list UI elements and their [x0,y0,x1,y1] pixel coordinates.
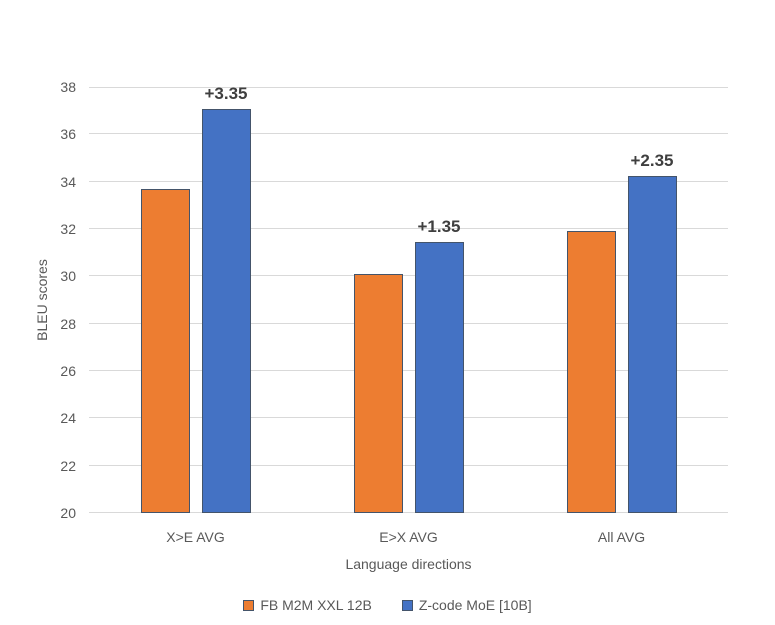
x-category-label-e-x-avg: E>X AVG [379,529,438,545]
legend-label-fb-m2m-xxl-12b: FB M2M XXL 12B [260,597,372,613]
gridline-22 [89,464,728,466]
x-category-label-all-avg: All AVG [597,529,646,545]
gridline-38 [89,87,728,88]
bar-fb-m2m-xxl-12b-e-x-avg [353,273,403,513]
legend-swatch-z-code-moe-10b [401,599,413,611]
bar-z-code-moe-10b-e-x-avg [414,242,464,513]
y-tick-label-26: 26 [60,363,76,379]
y-tick-label-38: 38 [60,79,76,95]
x-axis-title: Language directions [345,556,472,572]
bar-fb-m2m-xxl-12b-x-e-avg [140,188,190,513]
y-tick-label-24: 24 [60,410,76,427]
gridline-30 [89,275,728,277]
gridline-28 [89,322,728,324]
y-tick-label-22: 22 [60,457,76,474]
y-tick-label-32: 32 [60,221,76,237]
gridline-24 [89,417,728,419]
y-tick-label-36: 36 [60,126,76,143]
plot-area: +3.35 +1.35 +2.35 [89,84,728,513]
y-tick-label-30: 30 [60,268,76,285]
gridline-32 [89,228,728,229]
delta-annotation-x-e-avg: +3.35 [204,84,248,104]
legend: FB M2M XXL 12B Z-code MoE [10B] [0,597,775,613]
delta-annotation-all-avg: +2.35 [630,150,674,170]
bar-fb-m2m-xxl-12b-all-avg [566,231,616,513]
bar-z-code-moe-10b-x-e-avg [201,109,251,513]
gridline-36 [89,133,728,135]
legend-item-fb-m2m-xxl-12b: FB M2M XXL 12B [243,597,372,613]
x-category-label-x-e-avg: X>E AVG [166,529,225,545]
gridline-20 [89,512,728,513]
delta-annotation-e-x-avg: +1.35 [417,217,461,237]
y-tick-label-28: 28 [60,315,76,332]
y-tick-label-34: 34 [60,173,76,190]
y-tick-label-20: 20 [60,505,76,521]
bar-z-code-moe-10b-all-avg [627,175,677,513]
gridline-34 [89,180,728,182]
legend-item-z-code-moe-10b: Z-code MoE [10B] [401,597,532,613]
gridline-26 [89,370,728,371]
legend-swatch-fb-m2m-xxl-12b [243,599,255,611]
legend-label-z-code-moe-10b: Z-code MoE [10B] [418,597,532,613]
